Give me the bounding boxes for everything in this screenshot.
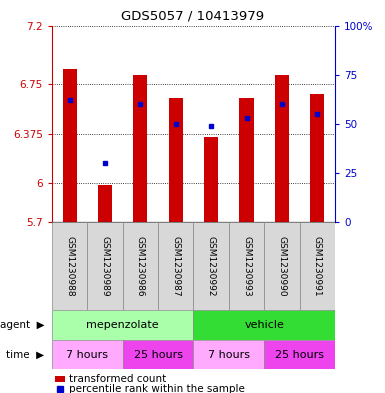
- Text: GSM1230988: GSM1230988: [65, 236, 74, 297]
- Bar: [193, 340, 264, 369]
- Bar: [52, 340, 123, 369]
- Text: percentile rank within the sample: percentile rank within the sample: [69, 384, 245, 393]
- Bar: [204, 137, 218, 222]
- Text: GSM1230986: GSM1230986: [136, 236, 145, 297]
- Bar: [169, 97, 183, 222]
- Text: GDS5057 / 10413979: GDS5057 / 10413979: [121, 10, 264, 23]
- Bar: [55, 376, 65, 382]
- Text: GSM1230987: GSM1230987: [171, 236, 180, 297]
- Bar: [123, 222, 158, 310]
- Bar: [52, 310, 193, 340]
- Bar: [275, 75, 289, 222]
- Bar: [264, 222, 300, 310]
- Text: GSM1230989: GSM1230989: [100, 236, 110, 297]
- Bar: [98, 185, 112, 222]
- Text: GSM1230990: GSM1230990: [277, 236, 286, 297]
- Bar: [229, 222, 264, 310]
- Bar: [264, 340, 335, 369]
- Bar: [123, 340, 193, 369]
- Text: GSM1230991: GSM1230991: [313, 236, 322, 297]
- Text: GSM1230992: GSM1230992: [207, 236, 216, 296]
- Bar: [300, 222, 335, 310]
- Bar: [193, 222, 229, 310]
- Text: GSM1230993: GSM1230993: [242, 236, 251, 297]
- Bar: [63, 69, 77, 222]
- Bar: [52, 222, 87, 310]
- Text: 7 hours: 7 hours: [208, 350, 250, 360]
- Bar: [310, 94, 324, 222]
- Text: mepenzolate: mepenzolate: [86, 320, 159, 330]
- Bar: [193, 310, 335, 340]
- Bar: [158, 222, 193, 310]
- Bar: [239, 97, 254, 222]
- Text: agent  ▶: agent ▶: [0, 320, 44, 330]
- Text: 25 hours: 25 hours: [134, 350, 182, 360]
- Bar: [133, 75, 147, 222]
- Text: 25 hours: 25 hours: [275, 350, 324, 360]
- Text: vehicle: vehicle: [244, 320, 284, 330]
- Text: transformed count: transformed count: [69, 374, 166, 384]
- Bar: [87, 222, 123, 310]
- Text: time  ▶: time ▶: [6, 350, 44, 360]
- Text: 7 hours: 7 hours: [66, 350, 108, 360]
